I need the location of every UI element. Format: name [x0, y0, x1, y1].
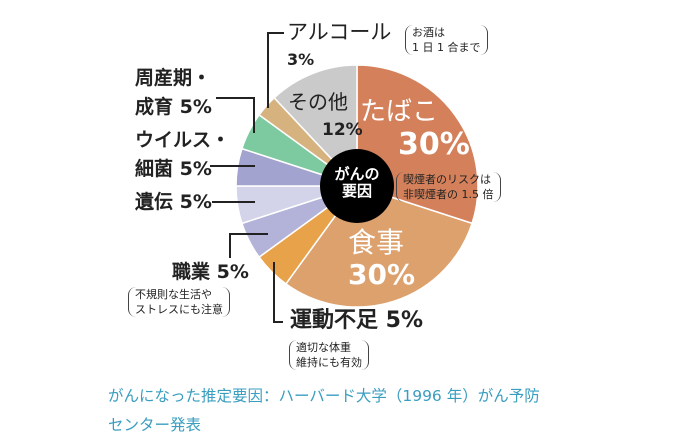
center-circle: [320, 149, 394, 223]
virus-label: ウイルス・ 細菌 5%: [135, 129, 231, 180]
tobacco-label: たばこ: [360, 97, 439, 127]
center-label: がんの 要因: [334, 165, 380, 200]
leader-alcohol: [267, 32, 284, 108]
chart-caption: がんになった推定要因：ハーバード大学（1996 年）がん予防センター発表: [108, 387, 540, 434]
other-label: その他: [288, 90, 348, 114]
job-note: 不規則な生活や ストレスにも注意: [128, 287, 230, 317]
heredity-label: 遺伝 5%: [135, 191, 212, 213]
job-label: 職業 5%: [172, 261, 249, 283]
alcohol-pct: 3%: [287, 50, 315, 69]
leader-exercise: [273, 262, 283, 323]
diet-label: 食事: [348, 226, 405, 259]
alcohol-label: アルコール: [287, 20, 392, 44]
diet-pct: 30%: [348, 258, 416, 291]
alcohol-note: お酒は 1 日 1 合まで: [405, 25, 488, 55]
leader-job: [229, 233, 268, 258]
pie-slice-1: [284, 185, 474, 308]
exercise-label: 運動不足 5%: [290, 308, 424, 333]
tobacco-pct: 30%: [398, 127, 470, 162]
leader-perinatal: [216, 97, 255, 133]
tobacco-note: 喫煙者のリスクは 非喫煙者の 1.5 倍: [396, 172, 501, 202]
other-pct: 12%: [322, 120, 363, 140]
perinatal-label: 周産期・ 成育 5%: [135, 67, 212, 118]
exercise-note: 適切な体重 維持にも有効: [289, 340, 369, 370]
